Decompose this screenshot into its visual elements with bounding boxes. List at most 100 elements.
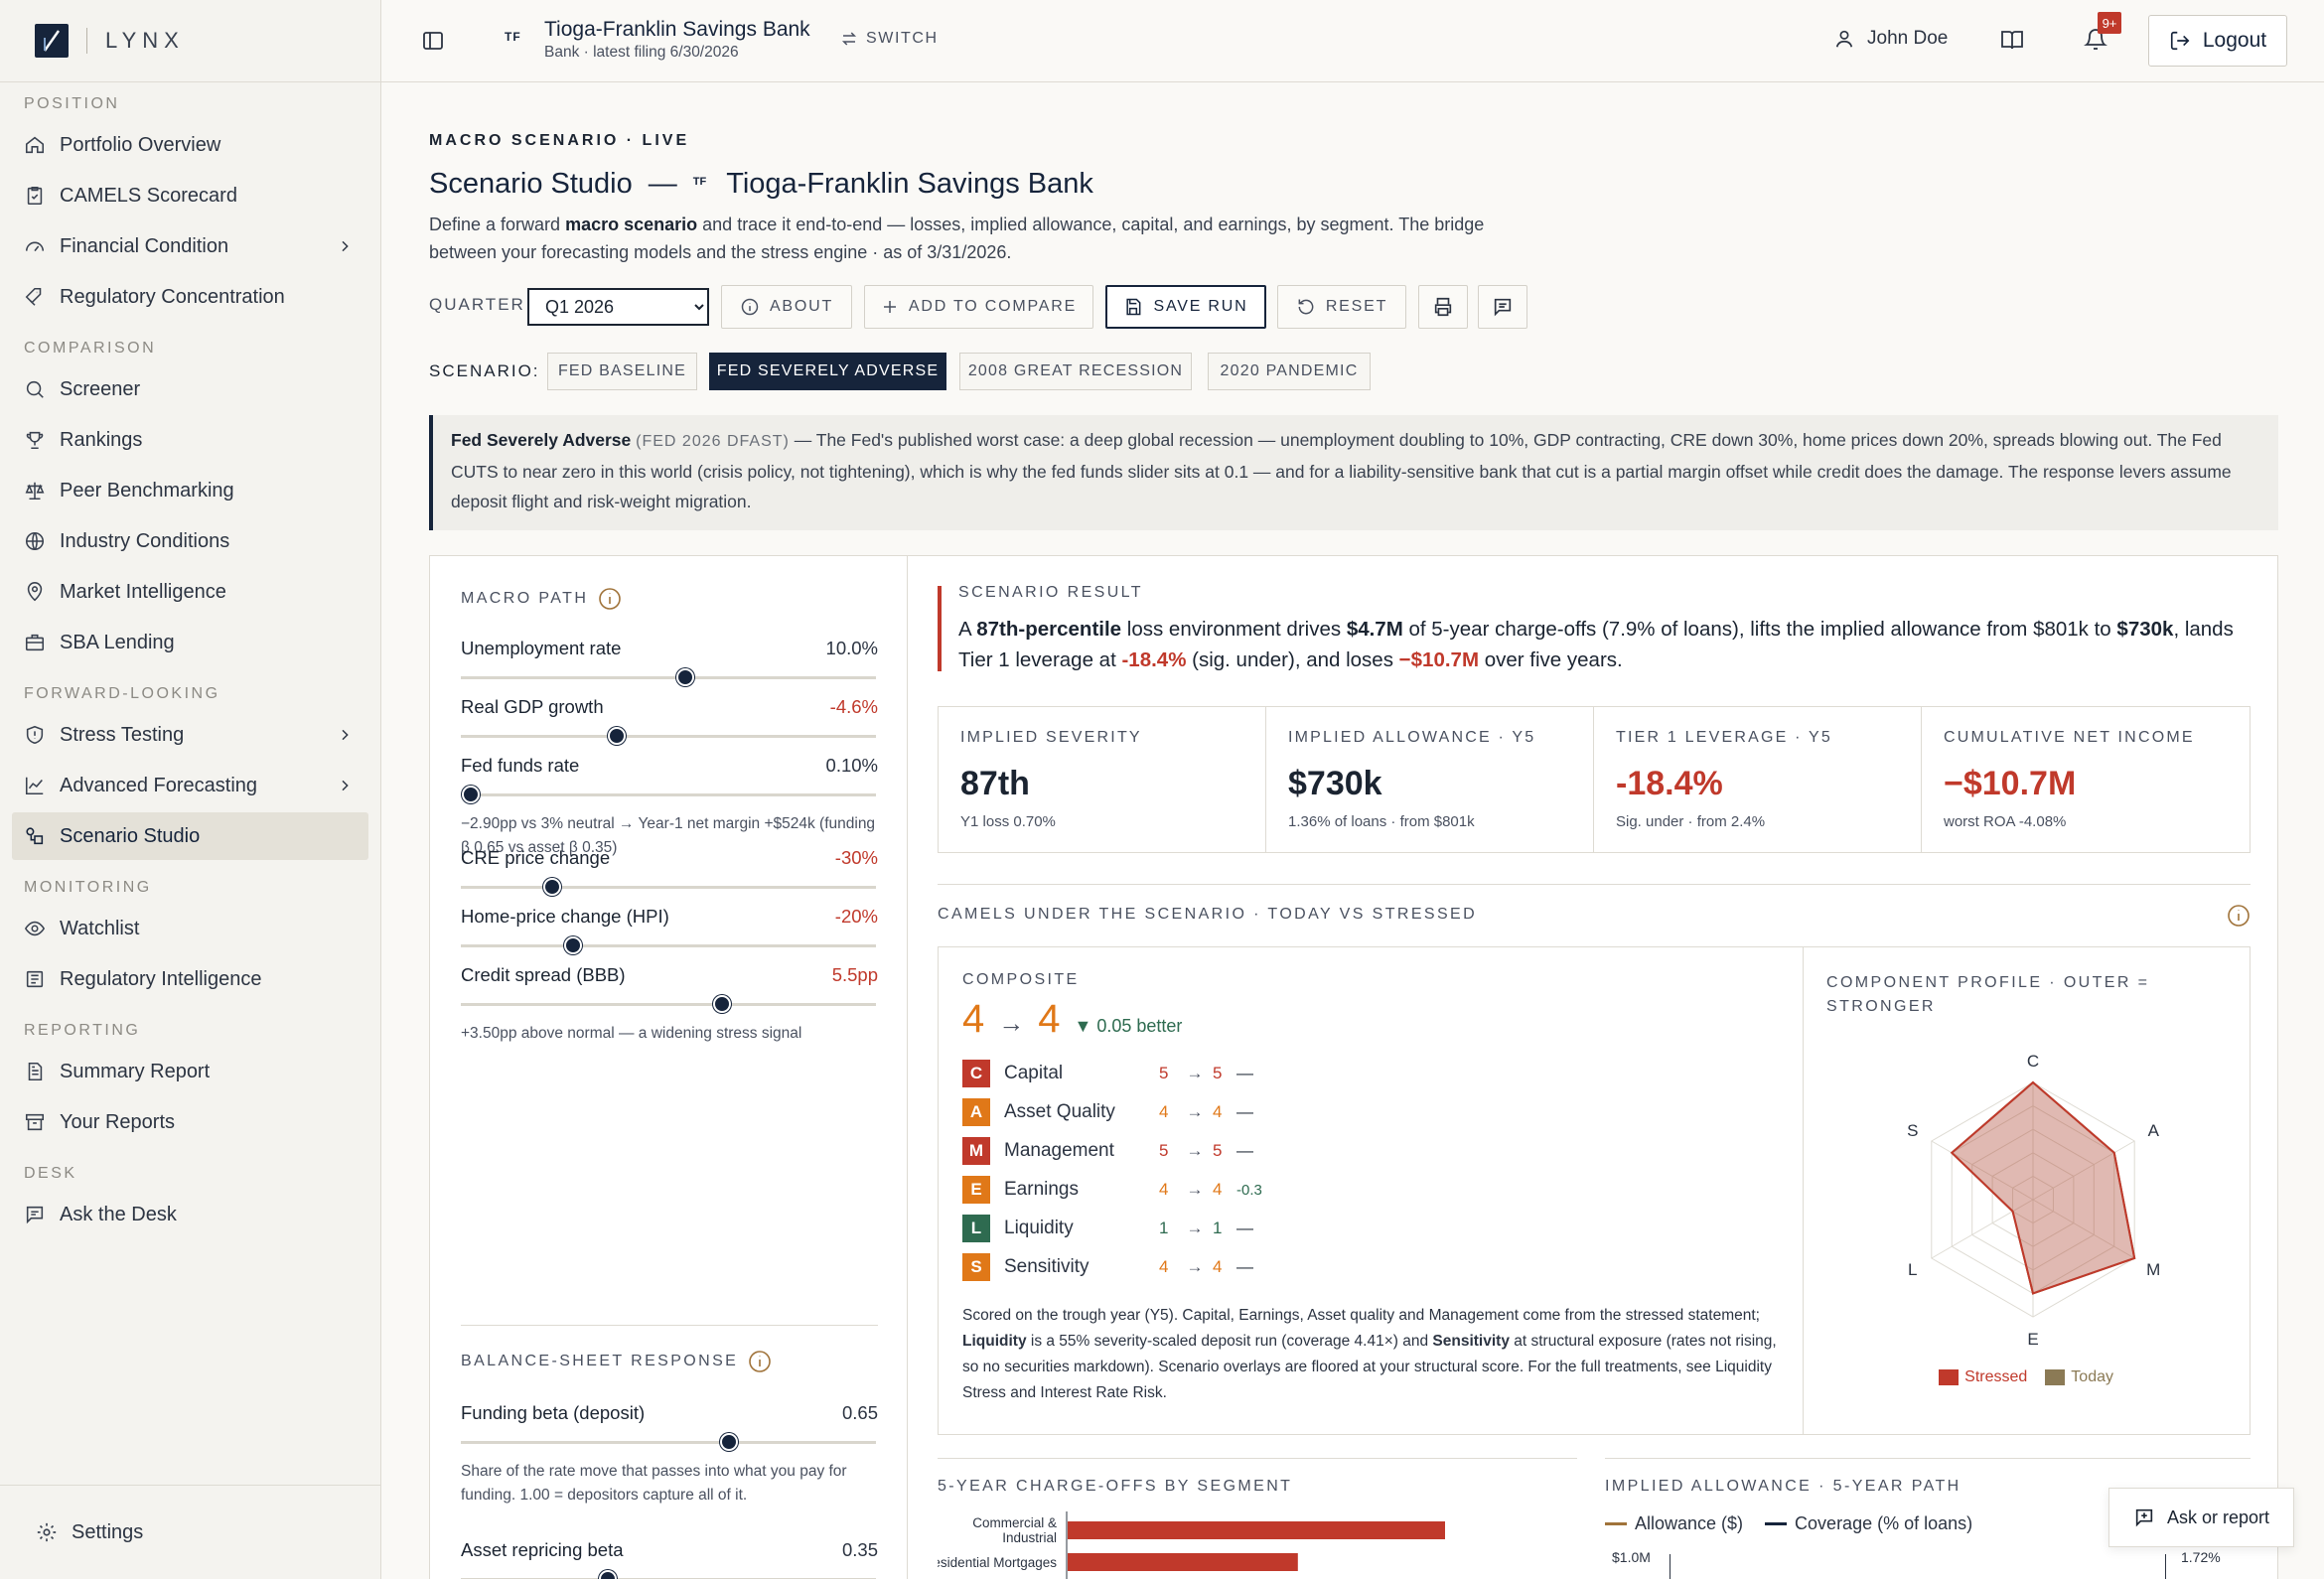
slider-track[interactable] [461, 1003, 876, 1006]
sidebar-item-regulatory-intelligence[interactable]: Regulatory Intelligence [12, 955, 368, 1003]
ask-or-report-button[interactable]: Ask or report [2108, 1488, 2294, 1547]
radar-axis-label-e: E [2027, 1330, 2038, 1349]
camels-row-earnings: E Earnings 4 → 4 -0.3 [962, 1176, 1262, 1204]
slider-track[interactable] [461, 1441, 876, 1444]
sidebar-item-industry-conditions[interactable]: Industry Conditions [12, 517, 368, 565]
slider-track[interactable] [461, 676, 876, 679]
comment-button[interactable] [1478, 285, 1527, 329]
radar-legend: Stressed Today [939, 1368, 2250, 1386]
slider-track[interactable] [461, 886, 876, 889]
docs-button[interactable] [2000, 28, 2024, 52]
scenario-label: SCENARIO: [429, 361, 540, 380]
slider-track[interactable] [461, 735, 876, 738]
brand[interactable]: LYNX [0, 0, 380, 82]
radar-axis-label-m: M [2146, 1260, 2160, 1279]
slider-label: Unemployment rate [461, 638, 622, 658]
radar-axis-label-l: L [1908, 1260, 1917, 1279]
sidebar-item-advanced-forecasting[interactable]: Advanced Forecasting [12, 762, 368, 809]
arrow: → [1186, 1180, 1204, 1199]
title-bank: Tioga-Franklin Savings Bank [726, 168, 1093, 200]
sidebar-item-your-reports[interactable]: Your Reports [12, 1098, 368, 1146]
sidebar-item-ask-the-desk[interactable]: Ask the Desk [12, 1191, 368, 1238]
slider-track[interactable] [461, 793, 876, 796]
plus-icon [883, 301, 896, 313]
component-name: Management [1004, 1140, 1114, 1161]
chevron-right-icon [342, 729, 349, 741]
page-eyebrow: MACRO SCENARIO · LIVE [429, 132, 690, 149]
slider-thumb[interactable] [599, 1570, 618, 1579]
sidebar-item-financial-condition[interactable]: Financial Condition [12, 222, 368, 270]
user-icon [1835, 30, 1853, 48]
sidebar-item-regulatory-concentration[interactable]: Regulatory Concentration [12, 273, 368, 321]
slider-thumb[interactable] [675, 668, 694, 686]
archive-icon [25, 1113, 45, 1131]
slider-thumb[interactable] [713, 995, 732, 1013]
sidebar-item-stress-testing[interactable]: Stress Testing [12, 711, 368, 759]
info-icon[interactable] [748, 1350, 772, 1373]
sidebar-item-market-intelligence[interactable]: Market Intelligence [12, 568, 368, 616]
camels-section-title: CAMELS UNDER THE SCENARIO · TODAY VS STR… [938, 906, 1478, 923]
sidebar-item-label: Advanced Forecasting [60, 774, 258, 796]
info-icon[interactable] [598, 587, 622, 611]
nav-section-title: POSITION [24, 95, 120, 112]
add-to-compare-button[interactable]: ADD TO COMPARE [864, 285, 1093, 329]
switch-bank-button[interactable]: SWITCH [840, 30, 939, 48]
sidebar-item-peer-benchmarking[interactable]: Peer Benchmarking [12, 467, 368, 514]
lynx-logo-icon [35, 24, 69, 58]
sidebar-item-scenario-studio[interactable]: Scenario Studio [12, 812, 368, 860]
sidebar-toggle-button[interactable] [421, 29, 445, 53]
slider-thumb[interactable] [719, 1433, 738, 1451]
sidebar-item-label: Scenario Studio [60, 824, 201, 847]
scale-icon [25, 482, 45, 501]
radar-spoke [1931, 1140, 2034, 1201]
scenario-tab-severely-adverse[interactable]: FED SEVERELY ADVERSE [709, 353, 946, 390]
component-name: Capital [1004, 1063, 1064, 1083]
radar-stressed-series [1950, 1080, 2136, 1295]
slider-track[interactable] [461, 944, 876, 947]
logout-icon [2170, 31, 2190, 51]
line-chart-icon [25, 777, 44, 795]
user-menu[interactable]: John Doe [1833, 28, 1948, 50]
sidebar-item-sba-lending[interactable]: SBA Lending [12, 619, 368, 666]
camels-row-capital: C Capital 5 → 5 — [962, 1060, 1253, 1087]
about-button[interactable]: ABOUT [721, 285, 852, 329]
print-button[interactable] [1418, 285, 1468, 329]
settings-label: Settings [72, 1520, 144, 1543]
search-icon [26, 380, 44, 398]
arrow: → [1186, 1257, 1204, 1276]
quarter-select[interactable]: Q1 2026 [527, 288, 709, 326]
scenario-tab-baseline[interactable]: FED BASELINE [547, 353, 697, 390]
notifications-button[interactable] [2084, 28, 2107, 52]
sidebar-item-watchlist[interactable]: Watchlist [12, 905, 368, 952]
camels-radar-chart: C A M E L S [1907, 1052, 2160, 1349]
kpi-tier1-leverage: TIER 1 LEVERAGE · Y5 -18.4% Sig. under · f… [1594, 707, 1922, 852]
save-run-button[interactable]: SAVE RUN [1105, 285, 1266, 329]
slider-thumb[interactable] [462, 786, 481, 803]
camels-methodology-note: Scored on the trough year (Y5). Capital,… [962, 1307, 1777, 1401]
scenario-tab-pandemic[interactable]: 2020 PANDEMIC [1208, 353, 1371, 390]
info-icon[interactable] [2227, 904, 2251, 928]
composite-score: 4 → 4 ▼ 0.05 better [962, 997, 1183, 1041]
sidebar-item-camels-scorecard[interactable]: CAMELS Scorecard [12, 172, 368, 219]
slider-thumb[interactable] [607, 727, 626, 745]
slider-thumb[interactable] [563, 936, 582, 954]
slider-value: -4.6% [829, 696, 878, 717]
logout-button[interactable]: Logout [2148, 15, 2287, 67]
scenario-tab-great-recession[interactable]: 2008 GREAT RECESSION [959, 353, 1192, 390]
slider-thumb[interactable] [542, 878, 561, 896]
score-delta: — [1236, 1257, 1253, 1276]
score-stressed: 4 [1213, 1257, 1223, 1276]
reset-button[interactable]: RESET [1277, 285, 1406, 329]
nav-section-title: DESK [24, 1165, 77, 1182]
settings-button[interactable]: Settings [0, 1485, 380, 1579]
gear-icon [37, 1522, 57, 1542]
sidebar-item-label: Your Reports [60, 1110, 175, 1133]
bank-selector[interactable]: Tioga-Franklin Savings Bank Bank · lates… [544, 18, 810, 62]
sidebar-item-portfolio-overview[interactable]: Portfolio Overview [12, 121, 368, 169]
sidebar-item-screener[interactable]: Screener [12, 365, 368, 413]
radar-axis-label-s: S [1907, 1121, 1918, 1140]
bank-initials: TF [505, 30, 521, 44]
briefcase-icon [25, 634, 45, 651]
sidebar-item-rankings[interactable]: Rankings [12, 416, 368, 464]
sidebar-item-summary-report[interactable]: Summary Report [12, 1048, 368, 1095]
